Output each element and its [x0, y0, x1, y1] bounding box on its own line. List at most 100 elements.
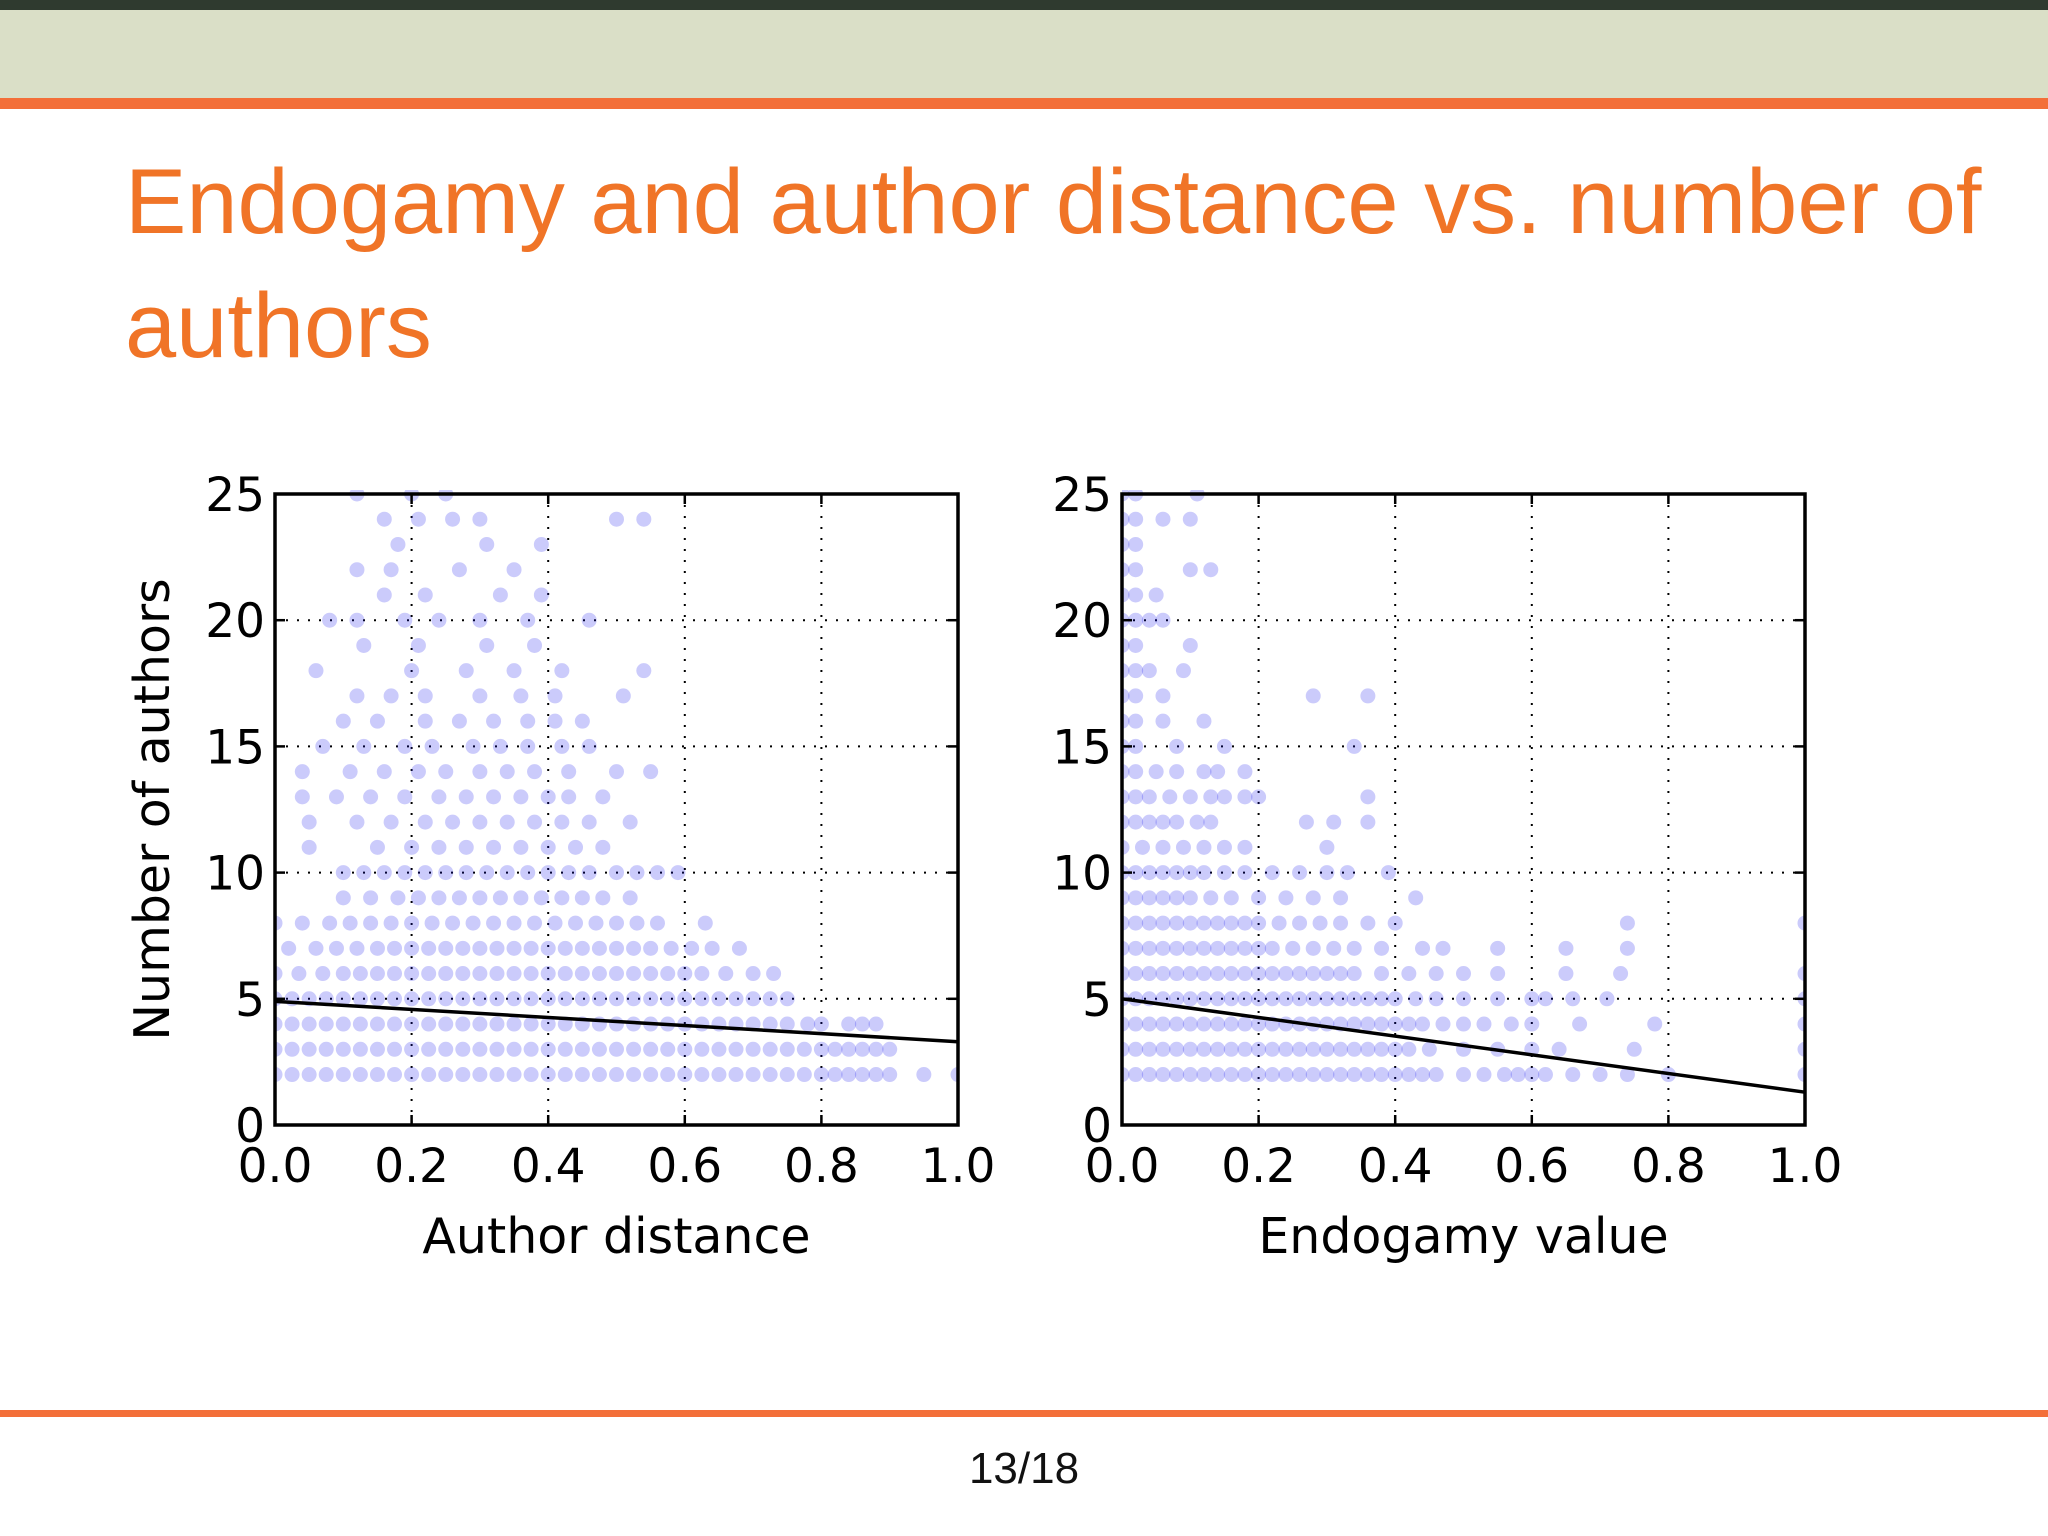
- scatter-point: [694, 991, 710, 1007]
- scatter-point: [626, 991, 642, 1007]
- scatter-point: [335, 966, 351, 982]
- scatter-point: [1237, 915, 1253, 931]
- scatter-point: [421, 966, 437, 982]
- scatter-point: [1339, 865, 1355, 881]
- scatter-point: [431, 890, 447, 906]
- scatter-point: [489, 1067, 505, 1083]
- scatter-point: [369, 966, 385, 982]
- scatter-point: [1216, 789, 1232, 805]
- scatter-point: [1264, 865, 1280, 881]
- scatter-point: [540, 865, 556, 881]
- scatter-point: [595, 839, 611, 855]
- scatter-point: [1333, 966, 1349, 982]
- scatter-point: [472, 1016, 488, 1032]
- scatter-point: [827, 1041, 843, 1057]
- scatter-point: [1155, 1041, 1171, 1057]
- scatter-point: [424, 915, 440, 931]
- scatter-point: [1305, 1067, 1321, 1083]
- scatter-point: [376, 511, 392, 527]
- scatter-point: [1141, 1016, 1157, 1032]
- scatter-point: [1415, 940, 1431, 956]
- scatter-point: [609, 865, 624, 881]
- scatter-point: [1141, 940, 1157, 956]
- scatter-point: [1196, 940, 1212, 956]
- scatter-point: [383, 562, 399, 578]
- scatter-point: [1196, 966, 1212, 982]
- scatter-point: [387, 991, 403, 1007]
- scatter-point: [308, 940, 324, 956]
- scatter-point: [581, 738, 597, 754]
- scatter-point: [1182, 1041, 1198, 1057]
- header-rule: [0, 98, 2048, 109]
- scatter-point: [574, 1041, 590, 1057]
- scatter-point: [328, 940, 344, 956]
- scatter-point: [1524, 991, 1540, 1007]
- scatter-point: [363, 915, 379, 931]
- scatter-point: [1401, 1016, 1417, 1032]
- scatter-point: [663, 940, 679, 956]
- scatter-point: [472, 764, 488, 780]
- scatter-point: [636, 663, 652, 679]
- scatter-point: [301, 839, 317, 855]
- scatter-point: [479, 536, 495, 552]
- scatter-points: [275, 490, 958, 1083]
- scatter-point: [1216, 865, 1232, 881]
- scatter-point: [363, 789, 379, 805]
- scatter-point: [649, 865, 665, 881]
- scatter-point: [527, 637, 543, 653]
- scatter-point: [438, 865, 454, 881]
- scatter-point: [404, 991, 420, 1007]
- scatter-point: [294, 764, 310, 780]
- scatter-point: [1490, 940, 1506, 956]
- scatter-point: [711, 1067, 727, 1083]
- scatter-point: [410, 637, 426, 653]
- scatter-point: [1415, 1016, 1431, 1032]
- scatter-point: [557, 940, 573, 956]
- scatter-point: [1592, 1067, 1608, 1083]
- scatter-point: [455, 1041, 471, 1057]
- scatter-point: [533, 890, 549, 906]
- scatter-point: [796, 1067, 812, 1083]
- x-tick-label: 0.8: [784, 1139, 859, 1194]
- scatter-point: [1182, 915, 1198, 931]
- scatter-point: [1421, 1041, 1437, 1057]
- scatter-point: [523, 940, 539, 956]
- scatter-point: [1319, 1067, 1335, 1083]
- scatter-point: [1435, 940, 1451, 956]
- scatter-point: [349, 562, 365, 578]
- scatter-point: [1292, 915, 1308, 931]
- scatter-point: [728, 991, 744, 1007]
- scatter-point: [1128, 764, 1144, 780]
- scatter-point: [1175, 663, 1191, 679]
- scatter-point: [369, 991, 385, 1007]
- scatter-point: [1169, 738, 1185, 754]
- scatter-point: [1346, 1016, 1362, 1032]
- scatter-point: [1182, 789, 1198, 805]
- scatter-point: [1251, 940, 1267, 956]
- x-tick-label: 0.8: [1631, 1139, 1706, 1194]
- scatter-point: [1387, 1067, 1403, 1083]
- scatter-point: [540, 839, 556, 855]
- scatter-point: [588, 915, 604, 931]
- scatter-point: [1237, 966, 1253, 982]
- scatter-point: [574, 713, 590, 729]
- scatter-point: [1155, 839, 1171, 855]
- scatter-point: [1333, 1067, 1349, 1083]
- scatter-point: [349, 940, 365, 956]
- scatter-point: [431, 612, 447, 628]
- scatter-point: [356, 637, 372, 653]
- scatter-point: [1476, 1016, 1492, 1032]
- scatter-point: [745, 991, 761, 1007]
- x-tick-label: 0.0: [238, 1139, 313, 1194]
- scatter-point: [404, 940, 420, 956]
- scatter-point: [779, 1067, 795, 1083]
- scatter-point: [1333, 915, 1349, 931]
- scatter-point: [1551, 1041, 1567, 1057]
- y-tick-label: 15: [1052, 720, 1112, 775]
- scatter-point: [854, 1041, 870, 1057]
- scatter-point: [1122, 1016, 1130, 1032]
- scatter-point: [352, 1041, 368, 1057]
- scatter-point: [561, 865, 577, 881]
- scatter-point: [1333, 890, 1349, 906]
- scatter-point: [1537, 1067, 1553, 1083]
